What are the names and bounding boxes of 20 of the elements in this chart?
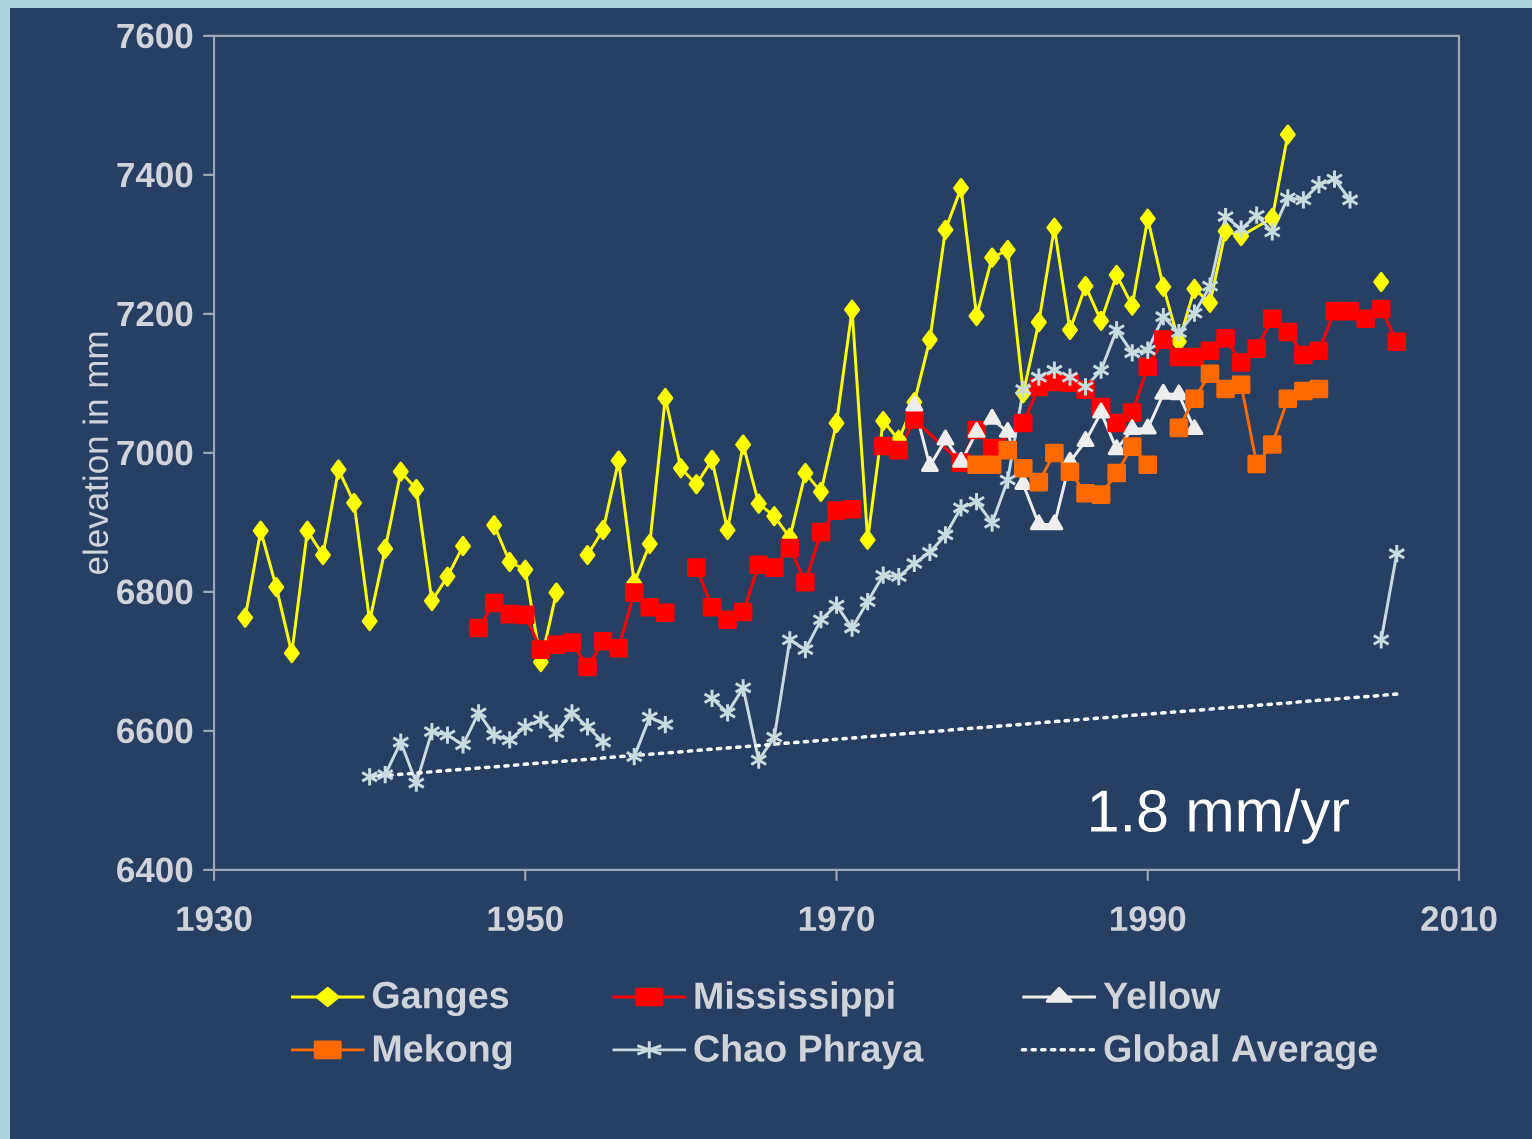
- y-tick-label: 7400: [117, 162, 193, 188]
- x-tick-label: 1970: [799, 906, 874, 932]
- x-tick-label: 1930: [177, 906, 252, 932]
- legend-label: Mekong: [373, 1034, 512, 1070]
- y-tick-label: 6800: [117, 579, 193, 605]
- y-tick-label: 6400: [117, 857, 193, 883]
- y-tick-label: 6600: [117, 718, 193, 744]
- y-tick-label: 7000: [117, 440, 193, 466]
- x-tick-label: 2010: [1421, 906, 1497, 932]
- x-tick-label: 1990: [1111, 906, 1186, 932]
- annotation: 1.8 mm/yr: [1091, 788, 1349, 844]
- y-tick-label: 7600: [117, 23, 193, 49]
- y-tick-label: 7200: [117, 301, 193, 327]
- legend-label: Mississippi: [695, 981, 894, 1017]
- legend-label: Chao Phraya: [694, 1034, 924, 1070]
- legend-label: Yellow: [1103, 981, 1221, 1010]
- x-tick-label: 1950: [488, 906, 563, 932]
- y-axis-title: elevation in mm: [82, 332, 109, 574]
- legend-label: Global Average: [1104, 1034, 1377, 1070]
- legend-label: Ganges: [372, 981, 509, 1017]
